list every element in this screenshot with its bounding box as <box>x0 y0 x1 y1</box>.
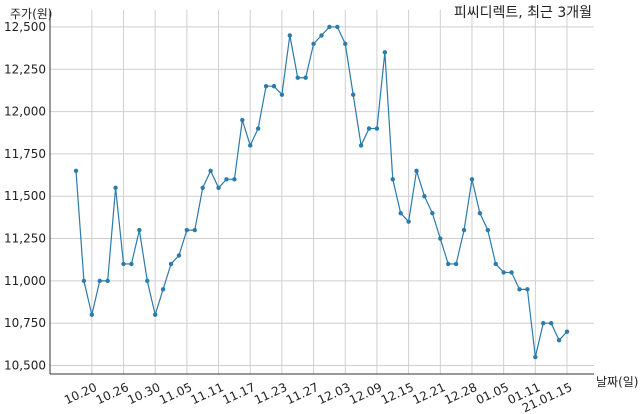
data-point <box>216 185 221 190</box>
data-point <box>525 287 530 292</box>
data-point <box>477 210 483 216</box>
y-tick-label: 10,500 <box>4 359 46 373</box>
data-point <box>398 210 403 216</box>
data-point <box>200 185 205 190</box>
data-point <box>556 337 562 343</box>
data-point <box>73 168 79 174</box>
data-point <box>485 227 491 233</box>
data-point <box>279 92 285 97</box>
data-point <box>303 75 308 80</box>
data-point <box>501 270 506 275</box>
x-axis-label: 날짜(일) <box>596 375 638 389</box>
data-point <box>287 33 293 38</box>
data-point <box>160 287 166 292</box>
series-line <box>75 26 568 358</box>
data-point <box>350 92 356 97</box>
data-point <box>390 177 395 182</box>
data-point <box>184 227 190 233</box>
data-point <box>105 278 110 284</box>
data-point <box>121 261 126 267</box>
data-point <box>271 83 277 89</box>
y-tick-label: 11,250 <box>4 232 46 246</box>
grid <box>50 10 594 374</box>
data-point <box>81 278 87 284</box>
data-point <box>137 227 142 233</box>
data-point <box>263 83 269 89</box>
y-tick-label: 12,000 <box>4 105 46 119</box>
axes <box>49 10 594 375</box>
data-point <box>152 312 158 317</box>
data-point <box>168 261 174 267</box>
data-point <box>548 321 554 326</box>
data-point <box>327 24 332 30</box>
data-point <box>232 177 237 182</box>
y-axis-label: 주가(원) <box>10 7 52 21</box>
data-point <box>192 227 197 233</box>
data-point <box>438 236 443 241</box>
data-point <box>129 261 134 267</box>
data-point <box>358 143 364 148</box>
data-point <box>533 354 538 360</box>
data-point <box>564 329 570 334</box>
data-point <box>224 177 229 182</box>
data-point <box>541 321 546 326</box>
data-point <box>248 143 253 148</box>
data-point <box>97 278 102 284</box>
data-point <box>176 253 182 258</box>
data-point <box>517 287 522 292</box>
data-point <box>335 24 340 30</box>
y-tick-label: 11,500 <box>4 189 46 203</box>
data-point <box>461 227 467 233</box>
data-point <box>469 177 475 182</box>
data-point <box>453 261 459 267</box>
y-tick-label: 11,750 <box>4 147 46 161</box>
data-point <box>145 278 150 284</box>
data-point <box>374 126 380 131</box>
y-tick-label: 10,750 <box>4 316 46 330</box>
series <box>73 24 570 360</box>
y-tick-label: 12,500 <box>4 20 46 34</box>
data-point <box>295 75 300 80</box>
data-point <box>382 50 388 55</box>
data-point <box>319 33 324 38</box>
data-point <box>509 270 514 275</box>
y-tick-label: 11,000 <box>4 274 46 288</box>
data-point <box>406 219 411 224</box>
y-tick-labels: 10,500 10,750 11,000 11,250 11,500 11,750 12,0… <box>4 20 46 373</box>
data-point <box>89 312 95 317</box>
data-point <box>430 210 435 216</box>
data-point <box>311 41 316 47</box>
data-point <box>343 41 348 47</box>
x-tick-labels: 10.2010.2610.3011.0511.1111.1711.2311.27… <box>62 380 574 414</box>
data-point <box>446 261 451 267</box>
data-point <box>240 117 245 123</box>
data-point <box>422 194 427 199</box>
data-point <box>414 168 419 174</box>
data-point <box>255 126 261 131</box>
data-point <box>366 126 372 131</box>
data-point <box>493 261 498 267</box>
y-tick-label: 12,250 <box>4 62 46 76</box>
data-point <box>208 168 213 174</box>
data-point <box>113 185 118 190</box>
chart-title: 피씨디렉트, 최근 3개월 <box>454 5 592 21</box>
